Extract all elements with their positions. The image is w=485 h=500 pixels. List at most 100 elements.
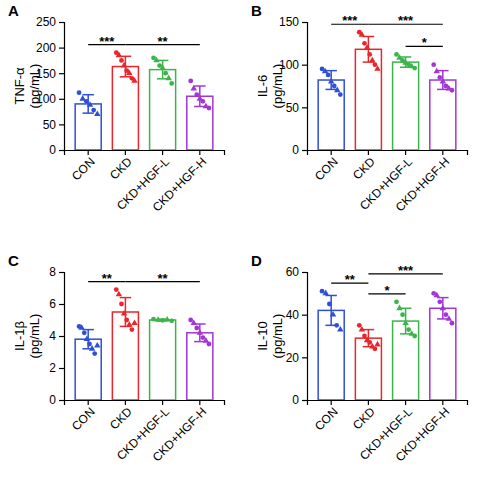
sig-label: *** <box>398 13 414 28</box>
data-point <box>320 289 325 294</box>
data-point <box>357 323 362 328</box>
y-tick-mark <box>302 107 307 108</box>
data-point <box>188 318 193 323</box>
panel-label: A <box>8 2 19 19</box>
x-axis-line <box>308 151 468 156</box>
data-point <box>191 85 197 91</box>
bar <box>150 320 176 400</box>
data-point <box>77 90 82 95</box>
y-tick-mark <box>302 22 307 23</box>
plot: 02468CONCKDCKD+HGF-LCKD+HGF-H**** <box>49 265 224 464</box>
x-tick-mark <box>162 400 163 405</box>
x-tick-mark <box>331 400 332 405</box>
data-point <box>126 321 132 327</box>
data-point <box>412 66 417 71</box>
data-point <box>334 87 340 93</box>
error-bar <box>400 57 411 67</box>
y-tick: 6 <box>49 297 64 311</box>
x-tick: CKD+HGF-H <box>150 150 210 214</box>
significance: ****** <box>331 263 443 298</box>
plot: 0204060CONCKDCKD+HGF-LCKD+HGF-H****** <box>286 263 468 464</box>
data-point <box>440 305 446 311</box>
y-tick-mark <box>59 336 64 337</box>
panel-label: C <box>8 252 19 269</box>
data-point <box>82 330 87 335</box>
data-point <box>124 318 129 323</box>
y-axis-line <box>59 273 65 401</box>
data-point <box>373 62 378 67</box>
data-point <box>437 299 442 304</box>
error-bar-cap <box>194 85 205 87</box>
y-tick-label: 60 <box>286 265 300 279</box>
y-axis-title-line: (pg/mL) <box>270 64 285 109</box>
sig-label: * <box>384 283 390 298</box>
data-point <box>131 77 137 83</box>
x-tick-label: CKD <box>350 154 378 182</box>
x-tick-mark <box>405 150 406 155</box>
y-tick-label: 2 <box>49 361 56 375</box>
x-tick-label: CKD+HGF-H <box>150 155 210 215</box>
y-tick-label: 0 <box>49 143 56 157</box>
y-axis-title: IL-10(pg/mL) <box>255 314 285 359</box>
error-bar <box>437 298 448 319</box>
x-tick: CKD <box>107 400 135 432</box>
x-tick-label: CON <box>69 155 98 184</box>
data-point <box>207 106 212 111</box>
x-tick: CON <box>312 400 341 433</box>
panel-label: B <box>251 2 262 19</box>
data-point <box>359 326 365 332</box>
y-axis: 0204060 <box>286 265 308 407</box>
data-point <box>153 57 159 63</box>
y-tick-label: 20 <box>286 351 300 365</box>
error-bar-cap <box>437 70 448 72</box>
bar <box>150 70 176 150</box>
data-point <box>450 88 455 93</box>
panel: B050100150CONCKDCKD+HGF-LCKD+HGF-H******… <box>251 2 468 214</box>
data-point <box>116 52 122 58</box>
x-tick-label: CKD+HGF-H <box>150 405 210 465</box>
panel: A050100150200250CONCKDCKD+HGF-LCKD+HGF-H… <box>8 2 225 214</box>
x-tick-mark <box>199 400 200 405</box>
y-tick: 2 <box>49 361 64 375</box>
data-point <box>431 62 436 67</box>
y-tick: 20 <box>286 351 307 365</box>
bar <box>355 49 381 150</box>
data-point <box>207 342 212 347</box>
y-axis-title-line: (pg/mL) <box>27 64 42 109</box>
data-point <box>200 99 205 104</box>
data-point <box>194 326 199 331</box>
sig-label: * <box>422 35 428 50</box>
y-tick-label: 200 <box>36 41 56 55</box>
y-tick-mark <box>59 22 64 23</box>
y-tick-mark <box>59 400 64 401</box>
plot: 050100150CONCKDCKD+HGF-LCKD+HGF-H******* <box>279 13 468 214</box>
error-bar <box>437 71 448 90</box>
data-point <box>116 291 122 297</box>
y-tick: 0 <box>292 143 307 157</box>
data-point <box>374 65 380 71</box>
significance: **** <box>88 271 200 286</box>
data-point <box>402 319 408 325</box>
sig-label: *** <box>398 263 414 278</box>
y-tick-label: 0 <box>292 143 299 157</box>
data-point <box>400 312 405 317</box>
error-bar-stem <box>330 295 332 325</box>
error-bar-cap <box>82 112 93 114</box>
data-point <box>92 351 97 356</box>
x-tick: CKD <box>350 150 378 182</box>
x-tick-mark <box>331 150 332 155</box>
y-tick-label: 0 <box>49 393 56 407</box>
error-bar <box>194 324 205 342</box>
y-tick-label: 250 <box>36 15 56 29</box>
data-point <box>91 108 96 113</box>
data-point <box>394 299 399 304</box>
x-axis: CONCKDCKD+HGF-LCKD+HGF-H <box>308 150 468 214</box>
data-point <box>169 81 174 86</box>
data-point <box>119 58 124 63</box>
data-point <box>163 71 168 76</box>
error-bar-cap <box>400 56 411 58</box>
panel-label: D <box>251 252 262 269</box>
x-tick-mark <box>368 150 369 155</box>
data-point <box>367 340 372 345</box>
data-point <box>114 287 119 292</box>
